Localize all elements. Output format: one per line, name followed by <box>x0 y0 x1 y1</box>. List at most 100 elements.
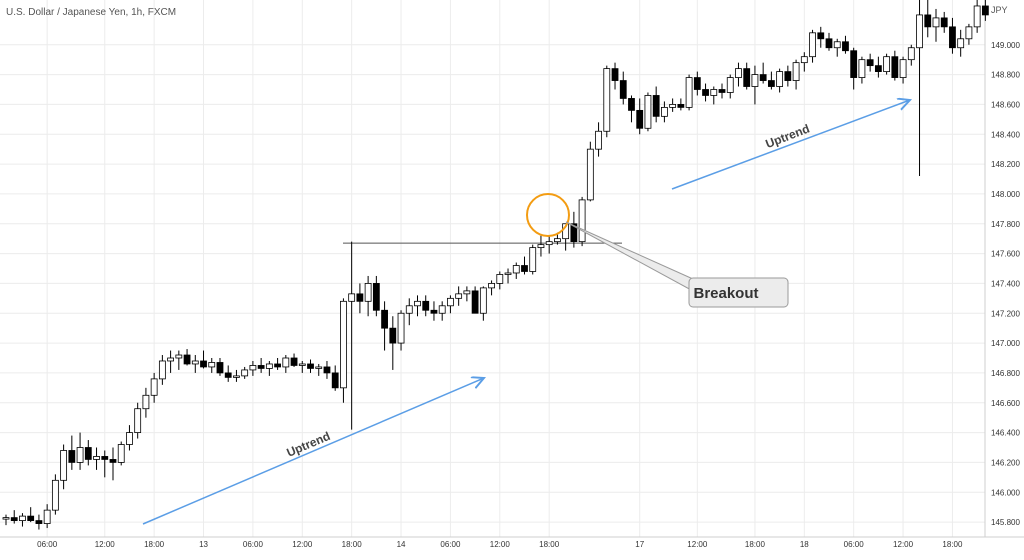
candle-body <box>167 357 175 362</box>
candle-body <box>570 223 578 243</box>
candle-down <box>940 11 948 33</box>
candle-body <box>628 98 635 111</box>
candle-body <box>340 300 347 389</box>
candle-body <box>644 95 652 129</box>
candle-up <box>661 101 668 123</box>
x-tick-label: 06:00 <box>844 540 865 549</box>
candle-body <box>981 5 989 16</box>
x-tick-label: 18:00 <box>942 540 963 549</box>
candle-body <box>224 372 232 378</box>
candle-up <box>60 444 68 490</box>
x-tick-label: 13 <box>199 540 208 549</box>
breakout-highlight-circle <box>526 193 570 237</box>
candle-body <box>175 354 183 359</box>
y-tick-label: 145.800 <box>991 518 1020 527</box>
candle-up <box>899 56 907 84</box>
y-tick-label: 148.200 <box>991 160 1020 169</box>
candle-body <box>735 68 742 78</box>
candle-body <box>315 366 323 369</box>
candle-up <box>932 8 940 42</box>
candle-up <box>496 271 504 290</box>
candle-down <box>693 71 701 96</box>
candle-down <box>35 514 43 530</box>
y-tick-label: 146.000 <box>991 488 1020 497</box>
time-axis: 06:00 12:00 18:00 13 06:00 12:00 18:00 14 06:00 1… <box>37 540 963 549</box>
candle-up <box>529 244 537 275</box>
candle-up <box>117 441 125 466</box>
candle-up <box>241 366 249 379</box>
candle-down <box>784 65 792 87</box>
candle-down <box>224 365 232 382</box>
candle-body <box>850 50 858 78</box>
candle-up <box>447 295 454 314</box>
candle-up <box>282 355 290 373</box>
candle-up <box>19 513 26 527</box>
candle-body <box>93 456 100 460</box>
candle-body <box>504 272 512 275</box>
candle-body <box>142 394 150 410</box>
candle-body <box>611 68 619 81</box>
candle-body <box>298 363 306 366</box>
candle-up <box>545 235 553 254</box>
candle-up <box>973 0 981 33</box>
candle-up <box>348 241 356 430</box>
candle-up <box>126 425 133 451</box>
candle-up <box>858 56 866 84</box>
candle-up <box>644 92 652 132</box>
candle-body <box>586 148 594 201</box>
candle-body <box>973 5 981 28</box>
candle-down <box>628 95 635 123</box>
grid <box>0 0 985 537</box>
candle-body <box>307 363 314 369</box>
price-axis: 145.800 146.000 146.200 146.400 146.600 146.8… <box>991 41 1020 527</box>
y-tick-label: 147.800 <box>991 220 1020 229</box>
candle-down <box>759 62 767 84</box>
candle-up <box>488 280 495 296</box>
candle-body <box>150 378 158 396</box>
candle-body <box>290 357 298 366</box>
candle-down <box>891 50 899 81</box>
candle-body <box>331 372 339 389</box>
candle-body <box>27 515 35 521</box>
candle-down <box>866 53 874 72</box>
candle-up <box>504 268 512 284</box>
candle-body <box>381 309 388 329</box>
candle-down <box>850 47 858 90</box>
candle-body <box>940 17 948 28</box>
x-tick-label: 18:00 <box>342 540 363 549</box>
candle-down <box>200 350 207 369</box>
candle-down <box>274 358 281 370</box>
breakout-label: Breakout <box>693 285 758 302</box>
candle-body <box>874 65 882 72</box>
candle-down <box>290 353 298 367</box>
candle-up <box>463 286 471 302</box>
candle-body <box>2 517 10 520</box>
x-tick-label: 06:00 <box>243 540 264 549</box>
candle-up <box>150 372 158 403</box>
candle-up <box>907 44 915 66</box>
candle-body <box>685 77 693 108</box>
candle-body <box>932 17 940 28</box>
candle-up <box>512 262 520 279</box>
x-tick-label: 06:00 <box>440 540 461 549</box>
candle-body <box>241 369 249 377</box>
candle-body <box>512 265 520 274</box>
candle-down <box>677 98 685 111</box>
candle-up <box>669 98 677 112</box>
candle-body <box>554 238 561 243</box>
candle-body <box>348 293 356 302</box>
candle-up <box>726 74 734 99</box>
candle-body <box>710 89 718 96</box>
candle-up <box>249 360 257 376</box>
candle-body <box>134 408 142 433</box>
y-tick-label: 148.000 <box>991 190 1020 199</box>
candle-body <box>957 38 965 49</box>
candle-up <box>751 65 759 105</box>
candle-body <box>883 56 891 73</box>
candle-body <box>183 354 191 365</box>
x-tick-label: 12:00 <box>490 540 511 549</box>
candle-down <box>430 301 438 321</box>
uptrend-arrow-1 <box>142 378 484 525</box>
y-tick-label: 147.000 <box>991 339 1020 348</box>
candle-up <box>833 38 841 57</box>
